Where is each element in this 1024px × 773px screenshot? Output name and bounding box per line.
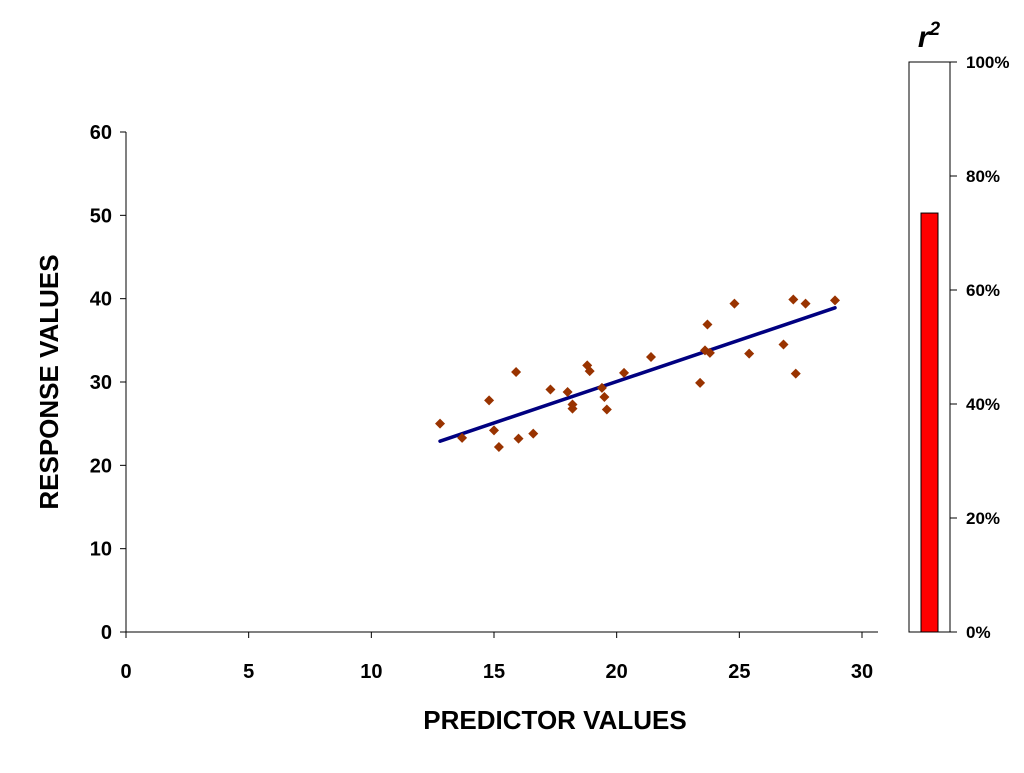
- data-point: [830, 295, 841, 306]
- data-point: [646, 352, 657, 362]
- data-point: [489, 425, 499, 436]
- data-point: [567, 403, 578, 414]
- data-point: [800, 298, 811, 309]
- gauge-tick-label: 60%: [966, 281, 1000, 300]
- data-point: [695, 377, 706, 388]
- gauge-bar: [920, 212, 939, 633]
- data-point: [790, 368, 801, 379]
- data-point: [788, 294, 799, 305]
- data-point: [562, 387, 573, 397]
- data-point: [435, 418, 446, 429]
- x-tick-label: 30: [851, 661, 873, 683]
- data-point: [528, 428, 539, 439]
- gauge-tick-label: 100%: [966, 53, 1009, 72]
- data-point: [744, 348, 755, 359]
- y-axis-title: RESPONSE VALUES: [34, 254, 64, 509]
- data-point: [778, 339, 789, 350]
- data-point: [596, 382, 607, 393]
- y-tick-label: 0: [101, 622, 112, 644]
- data-point: [729, 298, 740, 309]
- data-point: [584, 366, 595, 377]
- x-tick-label: 0: [120, 661, 131, 683]
- y-tick-label: 50: [90, 205, 112, 227]
- data-point: [484, 395, 495, 406]
- data-point: [601, 404, 612, 415]
- y-tick-label: 60: [90, 122, 112, 144]
- data-point: [457, 432, 468, 443]
- x-tick-label: 10: [360, 661, 382, 683]
- data-point: [619, 367, 630, 378]
- r-squared-gauge: 0% 20% 40% 60% 80% 100% r2: [908, 19, 1009, 642]
- x-tick-label: 20: [606, 661, 628, 683]
- x-axis-title: PREDICTOR VALUES: [423, 705, 686, 735]
- y-tick-label: 20: [90, 455, 112, 477]
- x-tick-label: 25: [728, 661, 750, 683]
- data-point: [704, 347, 715, 358]
- data-point: [599, 392, 610, 402]
- x-tick-label: 15: [483, 661, 505, 683]
- x-tick-label: 5: [243, 661, 254, 683]
- data-point: [702, 319, 713, 330]
- gauge-tick-label: 0%: [966, 623, 991, 642]
- data-point: [511, 367, 522, 377]
- y-tick-label: 40: [90, 289, 112, 311]
- gauge-tick-label: 80%: [966, 167, 1000, 186]
- gauge-tick-label: 40%: [966, 395, 1000, 414]
- gauge-title-superscript: 2: [929, 19, 941, 40]
- data-point: [545, 384, 556, 395]
- scatter-chart: 0 5 10 15 20 25 30 0 10 20 30 40 50 60 PREDICTOR VALUE…: [34, 122, 878, 735]
- data-point: [493, 442, 504, 452]
- fit-line: [438, 306, 837, 443]
- y-tick-label: 10: [90, 539, 112, 561]
- y-tick-label: 30: [90, 372, 112, 394]
- data-point: [513, 433, 524, 444]
- gauge-title: r2: [918, 19, 941, 54]
- gauge-tick-label: 20%: [966, 509, 1000, 528]
